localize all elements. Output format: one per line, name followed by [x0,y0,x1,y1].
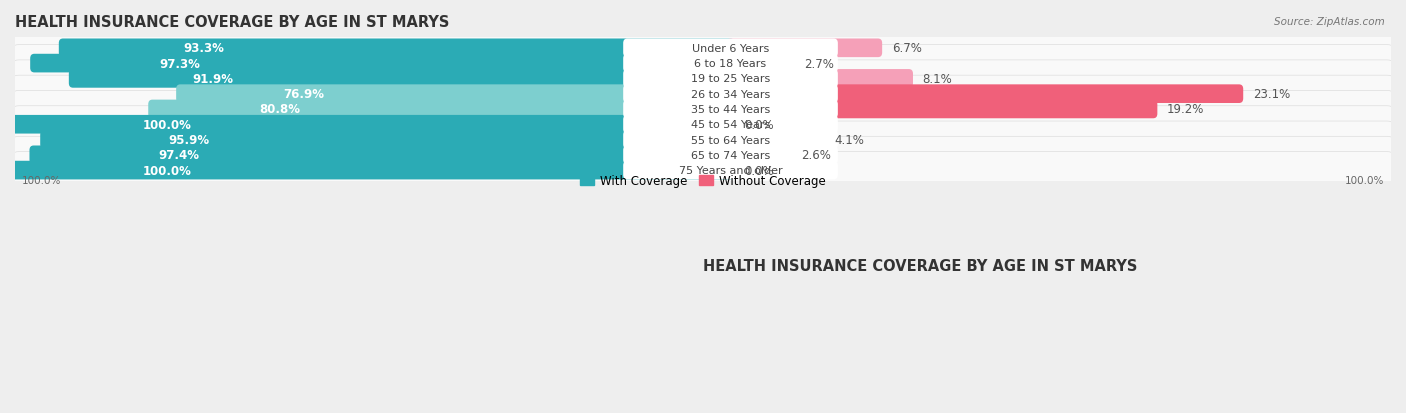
FancyBboxPatch shape [727,131,825,150]
Text: 80.8%: 80.8% [260,103,301,116]
FancyBboxPatch shape [727,85,1243,104]
Text: 75 Years and older: 75 Years and older [679,166,782,176]
Text: 35 to 44 Years: 35 to 44 Years [690,105,770,115]
Text: 4.1%: 4.1% [835,134,865,147]
FancyBboxPatch shape [8,45,1398,82]
FancyBboxPatch shape [727,55,794,73]
Text: 95.9%: 95.9% [167,134,209,147]
FancyBboxPatch shape [623,55,838,73]
Text: HEALTH INSURANCE COVERAGE BY AGE IN ST MARYS: HEALTH INSURANCE COVERAGE BY AGE IN ST M… [703,258,1137,273]
Text: 97.4%: 97.4% [159,149,200,162]
Text: 0.0%: 0.0% [744,119,773,131]
FancyBboxPatch shape [727,100,1157,119]
Text: 100.0%: 100.0% [143,119,191,131]
FancyBboxPatch shape [69,70,735,88]
FancyBboxPatch shape [59,39,735,58]
FancyBboxPatch shape [623,70,838,88]
Text: Under 6 Years: Under 6 Years [692,44,769,54]
FancyBboxPatch shape [623,131,838,150]
FancyBboxPatch shape [623,146,838,165]
Text: HEALTH INSURANCE COVERAGE BY AGE IN ST MARYS: HEALTH INSURANCE COVERAGE BY AGE IN ST M… [15,15,450,30]
FancyBboxPatch shape [623,161,838,180]
FancyBboxPatch shape [623,85,838,104]
FancyBboxPatch shape [30,55,735,73]
FancyBboxPatch shape [727,70,912,88]
FancyBboxPatch shape [41,131,735,150]
FancyBboxPatch shape [8,76,1398,113]
Text: 0.0%: 0.0% [744,164,773,177]
FancyBboxPatch shape [148,100,735,119]
FancyBboxPatch shape [8,137,1398,174]
Text: 91.9%: 91.9% [193,73,233,85]
FancyBboxPatch shape [623,39,838,58]
Text: 19.2%: 19.2% [1167,103,1205,116]
Text: 97.3%: 97.3% [159,57,200,71]
FancyBboxPatch shape [8,61,1398,97]
Text: 26 to 34 Years: 26 to 34 Years [690,90,770,100]
Text: 23.1%: 23.1% [1253,88,1291,101]
FancyBboxPatch shape [8,30,1398,67]
FancyBboxPatch shape [623,100,838,119]
Text: 100.0%: 100.0% [22,175,62,185]
Text: 19 to 25 Years: 19 to 25 Years [690,74,770,84]
FancyBboxPatch shape [623,116,838,134]
FancyBboxPatch shape [30,146,735,165]
FancyBboxPatch shape [176,85,735,104]
FancyBboxPatch shape [11,116,735,134]
Text: 76.9%: 76.9% [284,88,325,101]
Text: 100.0%: 100.0% [1344,175,1384,185]
Text: 65 to 74 Years: 65 to 74 Years [690,150,770,160]
FancyBboxPatch shape [727,146,792,165]
Text: 93.3%: 93.3% [184,42,225,55]
FancyBboxPatch shape [8,91,1398,128]
Text: 8.1%: 8.1% [922,73,952,85]
Text: 45 to 54 Years: 45 to 54 Years [690,120,770,130]
Text: 2.7%: 2.7% [804,57,834,71]
FancyBboxPatch shape [11,161,735,180]
FancyBboxPatch shape [8,152,1398,189]
Text: Source: ZipAtlas.com: Source: ZipAtlas.com [1274,17,1385,26]
FancyBboxPatch shape [727,39,882,58]
Text: 2.6%: 2.6% [801,149,831,162]
Legend: With Coverage, Without Coverage: With Coverage, Without Coverage [575,170,831,193]
Text: 6.7%: 6.7% [891,42,922,55]
Text: 100.0%: 100.0% [143,164,191,177]
Text: 6 to 18 Years: 6 to 18 Years [695,59,766,69]
Text: 55 to 64 Years: 55 to 64 Years [690,135,770,145]
FancyBboxPatch shape [8,107,1398,143]
FancyBboxPatch shape [8,122,1398,159]
